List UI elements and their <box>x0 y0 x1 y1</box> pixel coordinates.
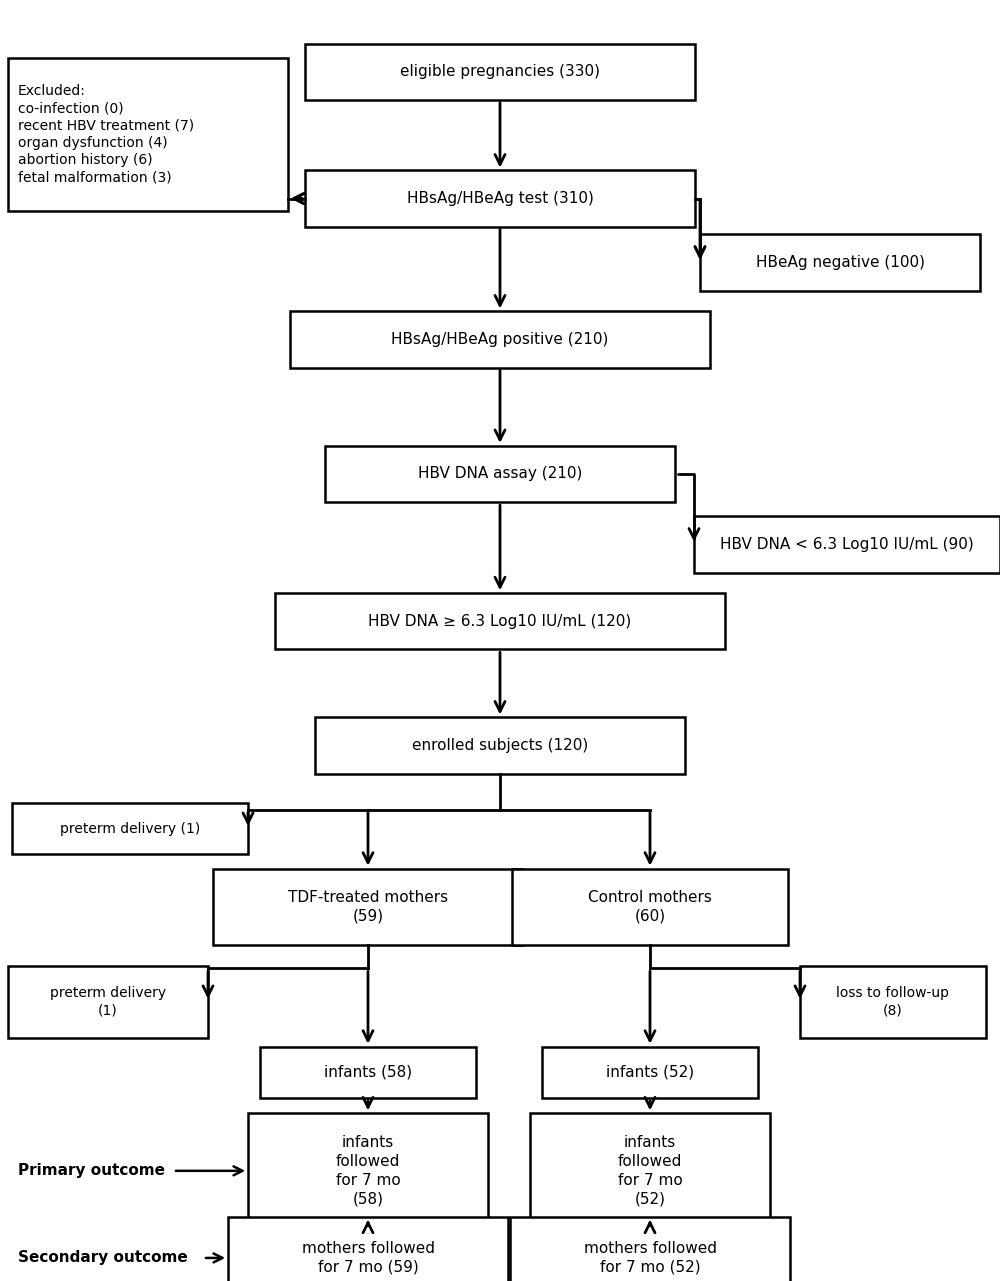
FancyBboxPatch shape <box>530 1113 770 1228</box>
Text: infants
followed
for 7 mo
(52): infants followed for 7 mo (52) <box>618 1135 682 1207</box>
Text: preterm delivery (1): preterm delivery (1) <box>60 822 200 835</box>
FancyBboxPatch shape <box>800 966 986 1038</box>
Text: HBeAg negative (100): HBeAg negative (100) <box>756 255 924 270</box>
Text: Primary outcome: Primary outcome <box>18 1163 165 1179</box>
FancyBboxPatch shape <box>248 1113 488 1228</box>
FancyBboxPatch shape <box>8 966 208 1038</box>
Text: HBV DNA ≥ 6.3 Log10 IU/mL (120): HBV DNA ≥ 6.3 Log10 IU/mL (120) <box>368 614 632 629</box>
FancyBboxPatch shape <box>542 1047 758 1098</box>
FancyBboxPatch shape <box>213 869 523 945</box>
Text: infants (52): infants (52) <box>606 1065 694 1080</box>
Text: infants (58): infants (58) <box>324 1065 412 1080</box>
Text: infants
followed
for 7 mo
(58): infants followed for 7 mo (58) <box>336 1135 400 1207</box>
Text: HBsAg/HBeAg positive (210): HBsAg/HBeAg positive (210) <box>391 332 609 347</box>
Text: Secondary outcome: Secondary outcome <box>18 1250 188 1266</box>
Text: enrolled subjects (120): enrolled subjects (120) <box>412 738 588 753</box>
FancyBboxPatch shape <box>305 170 695 227</box>
Text: TDF-treated mothers
(59): TDF-treated mothers (59) <box>288 890 448 924</box>
Text: Excluded:
co-infection (0)
recent HBV treatment (7)
organ dysfunction (4)
aborti: Excluded: co-infection (0) recent HBV tr… <box>18 85 194 184</box>
FancyBboxPatch shape <box>315 717 685 774</box>
Text: mothers followed
for 7 mo (52): mothers followed for 7 mo (52) <box>584 1241 716 1275</box>
FancyBboxPatch shape <box>12 803 248 854</box>
FancyBboxPatch shape <box>512 869 788 945</box>
Text: loss to follow-up
(8): loss to follow-up (8) <box>836 986 950 1017</box>
Text: Control mothers
(60): Control mothers (60) <box>588 890 712 924</box>
FancyBboxPatch shape <box>275 593 725 649</box>
FancyBboxPatch shape <box>290 311 710 368</box>
FancyBboxPatch shape <box>8 58 288 211</box>
FancyBboxPatch shape <box>228 1217 508 1281</box>
Text: HBV DNA assay (210): HBV DNA assay (210) <box>418 466 582 482</box>
FancyBboxPatch shape <box>694 516 1000 573</box>
Text: preterm delivery
(1): preterm delivery (1) <box>50 986 166 1017</box>
Text: HBsAg/HBeAg test (310): HBsAg/HBeAg test (310) <box>407 191 593 206</box>
Text: HBV DNA < 6.3 Log10 IU/mL (90): HBV DNA < 6.3 Log10 IU/mL (90) <box>720 537 974 552</box>
FancyBboxPatch shape <box>510 1217 790 1281</box>
FancyBboxPatch shape <box>325 446 675 502</box>
FancyBboxPatch shape <box>700 234 980 291</box>
FancyBboxPatch shape <box>305 44 695 100</box>
Text: mothers followed
for 7 mo (59): mothers followed for 7 mo (59) <box>302 1241 434 1275</box>
FancyBboxPatch shape <box>260 1047 476 1098</box>
Text: eligible pregnancies (330): eligible pregnancies (330) <box>400 64 600 79</box>
